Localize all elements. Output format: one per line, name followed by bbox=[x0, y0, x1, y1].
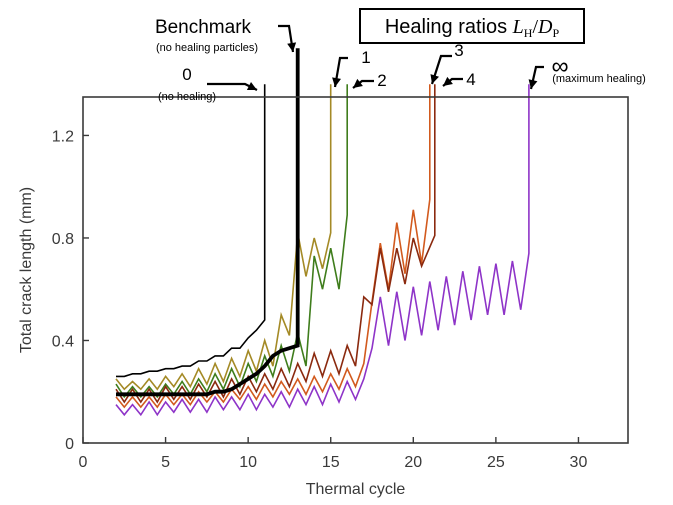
legend-title-D: D bbox=[537, 16, 553, 38]
annotation-arrowhead-3 bbox=[353, 78, 363, 88]
annotation-arrowhead-0 bbox=[246, 82, 257, 90]
annotation-arrowhead-5 bbox=[443, 76, 453, 86]
series-note-6: (maximum healing) bbox=[552, 73, 646, 85]
series-label-2: 1 bbox=[361, 48, 370, 67]
plot-frame bbox=[82, 96, 629, 444]
series-line-0 bbox=[116, 84, 266, 378]
series-label-6: ∞ bbox=[551, 53, 568, 80]
x-tick-label: 5 bbox=[161, 454, 170, 471]
y-axis-title: Total crack length (mm) bbox=[18, 187, 35, 353]
series-line-6 bbox=[115, 84, 530, 417]
annotation-arrowhead-4 bbox=[430, 74, 439, 84]
series-line-2 bbox=[115, 84, 332, 391]
legend-title-text: Healing ratios LH/DP bbox=[385, 16, 560, 40]
legend-title-sub-p: P bbox=[552, 26, 559, 40]
annotation-arrowhead-2 bbox=[332, 77, 341, 87]
legend-title-sub-h: H bbox=[524, 26, 533, 40]
annotation-arrow-4 bbox=[430, 54, 452, 85]
series-line-1 bbox=[116, 48, 300, 397]
series-label-5: 4 bbox=[466, 70, 475, 89]
x-tick-label: 30 bbox=[570, 454, 588, 471]
axes: 0 5 10 15 20 25 30 0 0.4 0.8 1.2 Thermal cycle Total… bbox=[18, 96, 629, 498]
legend-title-prefix: Healing ratios bbox=[385, 16, 513, 38]
y-tick-label: 0.8 bbox=[52, 231, 74, 248]
series-label-4: 3 bbox=[454, 41, 463, 60]
x-tick-label: 10 bbox=[239, 454, 257, 471]
legend-title: Healing ratios LH/DP bbox=[359, 8, 585, 44]
annotation-arrowhead-1 bbox=[287, 42, 297, 52]
series-label-1: Benchmark bbox=[155, 17, 252, 38]
legend-title-L: L bbox=[512, 16, 524, 38]
series-line-3 bbox=[115, 84, 349, 399]
series-lines bbox=[115, 48, 530, 417]
y-tick-label: 0.4 bbox=[52, 333, 74, 350]
annotation-arrowhead-6 bbox=[528, 79, 538, 89]
series-label-0: 0 bbox=[182, 65, 191, 84]
series-note-1: (no healing particles) bbox=[156, 42, 258, 54]
x-tick-label: 15 bbox=[322, 454, 340, 471]
y-tick-label: 0 bbox=[65, 436, 74, 453]
annotation-arrow-2 bbox=[333, 56, 348, 88]
x-tick-label: 25 bbox=[487, 454, 505, 471]
series-label-3: 2 bbox=[377, 71, 386, 90]
y-tick-label: 1.2 bbox=[52, 128, 74, 145]
x-axis-title: Thermal cycle bbox=[306, 481, 406, 498]
annotations: 0 (no healing) Benchmark (no healing partic… bbox=[155, 17, 646, 103]
x-tick-label: 20 bbox=[404, 454, 422, 471]
legend-title-slash: / bbox=[532, 16, 538, 38]
legend-title-box bbox=[359, 8, 585, 44]
series-note-0: (no healing) bbox=[158, 91, 216, 103]
x-tick-label: 0 bbox=[79, 454, 88, 471]
